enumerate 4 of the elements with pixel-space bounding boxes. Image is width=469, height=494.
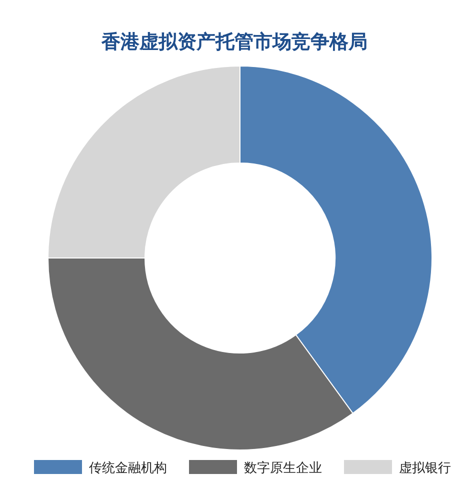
legend-label: 虚拟银行 — [399, 461, 451, 476]
chart-title: 香港虚拟资产托管市场竞争格局 — [100, 31, 368, 53]
legend-label: 数字原生企业 — [244, 460, 322, 476]
legend-label: 传统金融机构 — [89, 461, 167, 476]
